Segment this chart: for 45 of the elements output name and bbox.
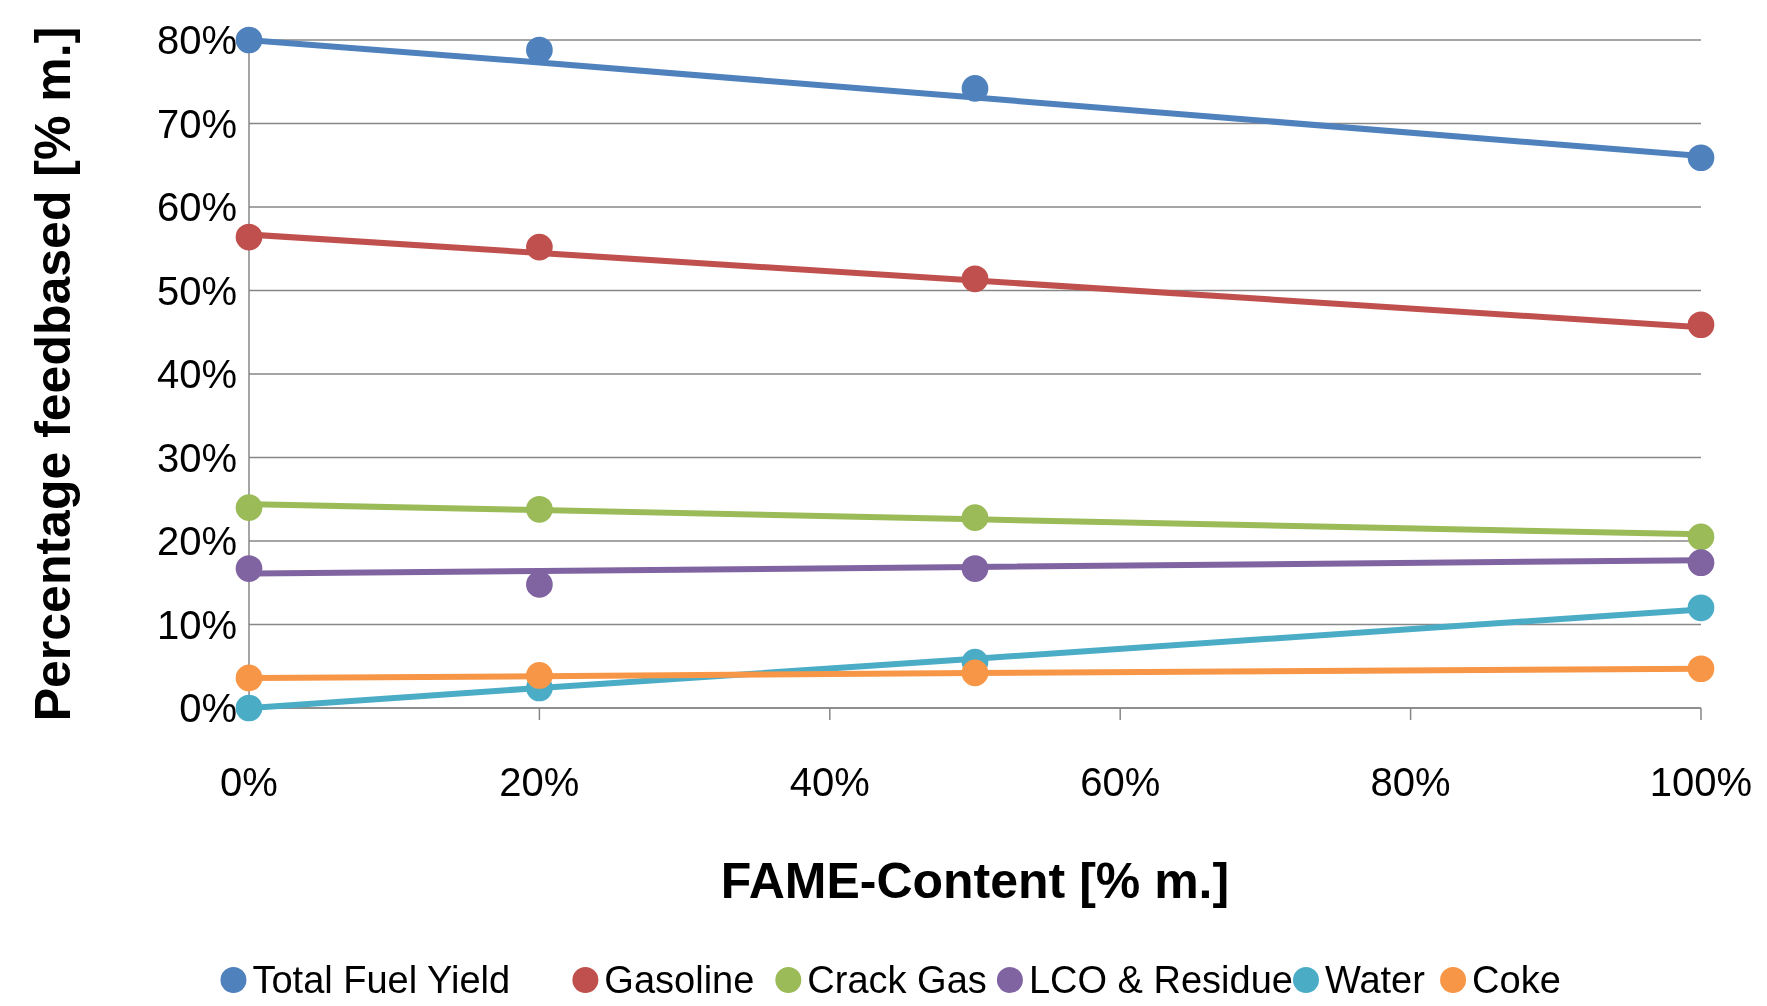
point: [1687, 144, 1715, 172]
x-axis-title: FAME-Content [% m.]: [720, 853, 1230, 909]
point: [526, 662, 553, 689]
legend-label: Gasoline: [604, 959, 755, 1001]
point: [1687, 594, 1715, 622]
y-tick-label: 10%: [156, 602, 237, 647]
point: [961, 504, 989, 531]
legend-label: Water: [1324, 959, 1426, 1001]
point: [961, 75, 989, 102]
legend-label: LCO & Residue: [1028, 959, 1293, 1001]
y-tick-label: 70%: [156, 101, 237, 146]
point: [235, 664, 263, 692]
point: [526, 495, 553, 523]
point: [235, 494, 263, 521]
y-tick-label: 30%: [156, 435, 237, 480]
legend-label: Total Fuel Yield: [252, 959, 511, 1001]
x-tick-label: 80%: [1370, 760, 1451, 804]
y-tick-label: 20%: [156, 519, 237, 563]
legend-label: Coke: [1472, 959, 1561, 1001]
point: [1687, 311, 1715, 339]
x-tick-label: 100%: [1649, 760, 1753, 804]
point: [961, 265, 989, 293]
y-tick-label: 60%: [156, 185, 237, 229]
y-tick-label: 50%: [156, 268, 237, 313]
y-tick-label: 40%: [156, 352, 237, 396]
point: [1687, 523, 1715, 551]
x-tick-label: 20%: [499, 760, 580, 804]
y-tick-label: 80%: [156, 18, 237, 62]
point: [235, 555, 263, 582]
point: [235, 26, 263, 54]
legend-label: Crack Gas: [807, 959, 987, 1001]
point: [1687, 549, 1715, 577]
y-tick-label: 0%: [179, 686, 237, 730]
point: [961, 555, 989, 582]
x-tick-label: 40%: [789, 760, 870, 804]
point: [235, 223, 263, 251]
x-tick-label: 0%: [220, 760, 278, 804]
point: [526, 233, 553, 261]
x-tick-label: 60%: [1080, 760, 1161, 804]
point: [526, 571, 553, 598]
point: [1687, 655, 1715, 683]
y-axis-title: Percentage feedbased [% m.]: [25, 26, 81, 722]
point: [961, 659, 989, 687]
point: [526, 36, 553, 64]
point: [235, 694, 263, 722]
